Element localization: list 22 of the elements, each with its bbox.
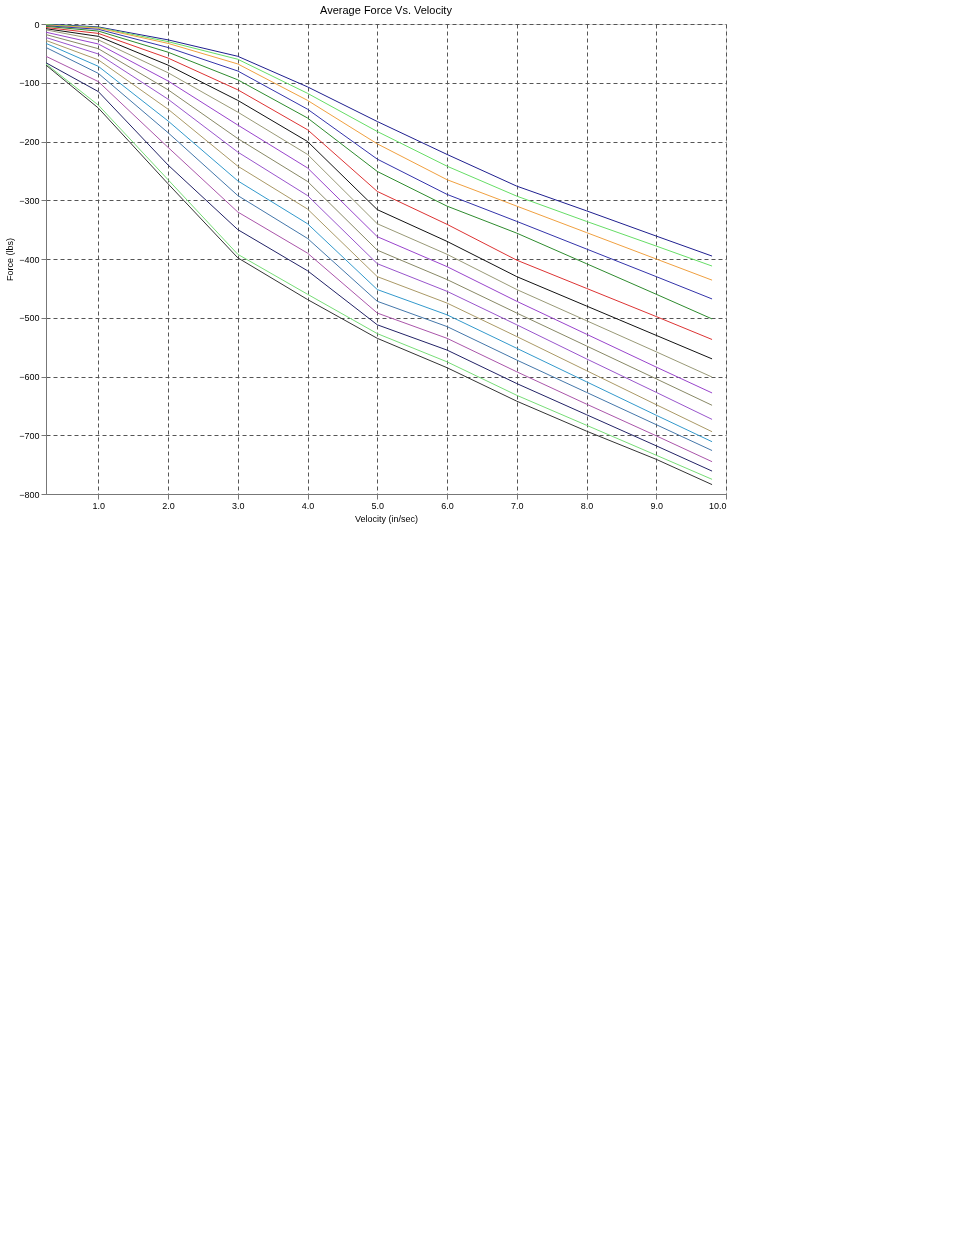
- y-tick-label: −300: [19, 195, 40, 206]
- x-tick-label: 8.0: [580, 500, 594, 511]
- x-tick-label: 1.0: [92, 500, 106, 511]
- x-tick-label: 5.0: [371, 500, 385, 511]
- y-tick-label: −600: [19, 372, 40, 382]
- x-axis-title: Velocity (in/sec): [354, 513, 419, 524]
- x-tick-label: 2.0: [162, 500, 175, 511]
- y-tick-label: −400: [19, 254, 40, 265]
- y-tick-label: 0: [34, 19, 40, 30]
- x-tick-label: 10.0: [708, 500, 727, 511]
- y-tick-label: −800: [19, 489, 40, 500]
- x-tick-label: 3.0: [232, 500, 245, 511]
- chart-title: Average Force Vs. Velocity: [320, 4, 453, 16]
- y-tick-label: −500: [19, 313, 40, 324]
- y-axis-title: Force (lbs): [5, 237, 16, 282]
- y-tick-label: −200: [19, 137, 40, 147]
- x-tick-label: 9.0: [650, 500, 664, 511]
- x-tick-label: 4.0: [301, 500, 315, 511]
- x-tick-label: 6.0: [441, 500, 454, 511]
- y-tick-label: −100: [19, 78, 40, 89]
- x-tick-label: 7.0: [511, 500, 524, 511]
- y-tick-label: −700: [19, 430, 40, 441]
